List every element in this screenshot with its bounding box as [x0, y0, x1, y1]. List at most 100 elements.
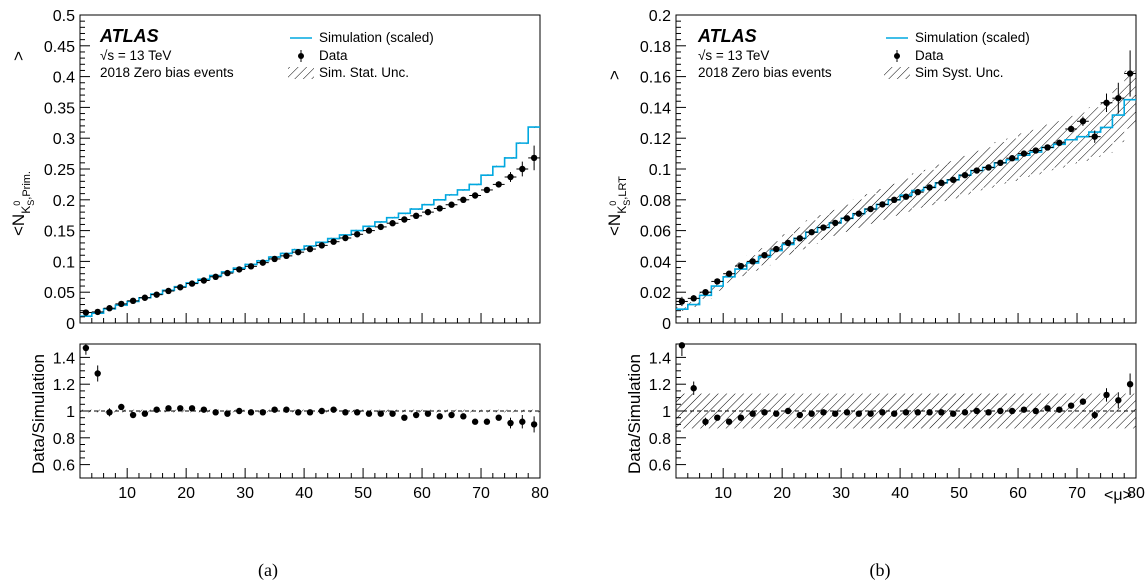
legend: Simulation (scaled) Data Sim. Stat. Unc. — [288, 30, 434, 80]
data-point — [997, 159, 1004, 167]
data-point — [855, 210, 863, 217]
y-tick-label: 1.2 — [53, 377, 75, 394]
data-point — [271, 255, 278, 263]
figure-b: 00.020.040.060.080.10.120.140.160.180.2 … — [605, 8, 1145, 581]
data-point — [118, 300, 125, 308]
y-tick-label: 0.6 — [53, 458, 75, 475]
data-point — [141, 294, 149, 301]
panel-a-top: 0 0.05 0.1 0.15 0.2 0.25 0.3 0.35 0.4 0.45 0.5 ATL… — [9, 8, 541, 333]
ratio-point — [1091, 411, 1098, 419]
data-point — [212, 273, 219, 280]
legend-data-swatch — [894, 53, 900, 59]
sim-syst-unc-band — [676, 70, 1136, 311]
ratio-point — [1103, 391, 1110, 399]
x-tick-label: 70 — [472, 485, 490, 502]
ratio-point — [926, 409, 933, 416]
ratio-point — [1056, 406, 1063, 413]
data-point — [796, 235, 804, 242]
ratio-point — [749, 410, 756, 417]
data-point — [843, 215, 851, 222]
ratio-point — [118, 403, 125, 411]
data-point — [94, 308, 101, 316]
y-axis-label: <NK0 S,LRT> — [605, 70, 632, 236]
data-point — [1032, 147, 1039, 154]
data-point — [961, 171, 969, 179]
ratio-x-ticks: 10 20 30 40 50 60 70 80 — [675, 468, 1145, 502]
data-point — [495, 181, 502, 188]
data-point — [200, 277, 208, 284]
ratio-point — [212, 409, 219, 416]
legend-unc-label: Sim Syst. Unc. — [915, 65, 1004, 80]
x-tick-label: 60 — [413, 485, 431, 502]
data-point — [725, 270, 733, 277]
data-point — [519, 165, 526, 173]
energy-label: √s = 13 TeV — [100, 48, 171, 63]
data-point — [483, 186, 491, 194]
data-point — [153, 291, 160, 298]
data-point — [867, 205, 874, 213]
data-point — [448, 201, 455, 208]
y-tick-label: 0.12 — [640, 131, 671, 148]
data-point — [773, 245, 780, 253]
ratio-point — [997, 407, 1004, 415]
legend-data-label: Data — [319, 48, 348, 63]
data-point — [342, 234, 349, 242]
ratio-point — [1067, 402, 1075, 409]
y-tick-label: 0.5 — [53, 8, 75, 25]
legend-sim-label: Simulation (scaled) — [915, 30, 1030, 45]
y-tick-label: 0 — [66, 316, 75, 333]
data-point — [820, 224, 827, 231]
ratio-point — [678, 342, 686, 349]
data-point — [879, 201, 886, 208]
panel-a-ratio: 0.6 0.8 1 1.2 1.4 10 20 30 40 50 60 70 80 Data/Simu… — [29, 343, 549, 502]
ratio-point — [796, 411, 804, 419]
ratio-point — [820, 409, 827, 416]
x-tick-label: 80 — [1127, 485, 1145, 502]
ratio-point — [330, 406, 337, 413]
y-tick-label: 0.3 — [53, 131, 75, 148]
ratio-point — [436, 413, 443, 420]
x-ticks — [79, 313, 541, 323]
data-point — [224, 269, 231, 277]
ratio-point — [914, 409, 921, 416]
ratio-point — [702, 418, 709, 425]
y-tick-label: 0.18 — [640, 39, 671, 56]
ratio-point — [773, 410, 780, 417]
ratio-point — [690, 385, 697, 392]
ratio-point — [1020, 406, 1028, 413]
data-points — [80, 145, 540, 316]
data-point — [985, 164, 992, 171]
ratio-point — [973, 407, 980, 415]
y-tick-label: 0.8 — [53, 431, 75, 448]
legend-unc-label: Sim. Stat. Unc. — [319, 65, 409, 80]
ratio-points — [82, 344, 538, 433]
x-tick-label: 80 — [531, 485, 549, 502]
y-tick-label: 0.25 — [44, 162, 75, 179]
data-point — [318, 242, 325, 249]
y-axis-label: <NK0 S,Prim.> — [9, 51, 36, 236]
data-point — [401, 216, 408, 223]
y-tick-label: 0 — [662, 316, 671, 333]
y-tick-label: 0.16 — [640, 70, 671, 87]
ratio-point — [985, 409, 992, 416]
legend: Simulation (scaled) Data Sim Syst. Unc. — [884, 30, 1030, 80]
data-point — [306, 245, 314, 253]
y-tick-label: 1 — [662, 404, 671, 421]
data-point — [389, 220, 396, 227]
y-tick-label: 0.1 — [649, 162, 671, 179]
x-tick-label: 30 — [832, 485, 850, 502]
ratio-point — [448, 411, 455, 419]
ratio-point — [295, 409, 302, 416]
ratio-point — [1032, 407, 1039, 415]
ratio-point — [471, 418, 479, 425]
y-tick-label: 0.08 — [640, 193, 671, 210]
data-point — [236, 266, 243, 273]
ratio-point — [495, 414, 502, 421]
data-point — [1044, 144, 1051, 151]
data-point — [891, 196, 898, 203]
ratio-point — [879, 409, 886, 416]
y-tick-label: 0.14 — [640, 100, 671, 117]
ratio-point — [306, 409, 314, 416]
